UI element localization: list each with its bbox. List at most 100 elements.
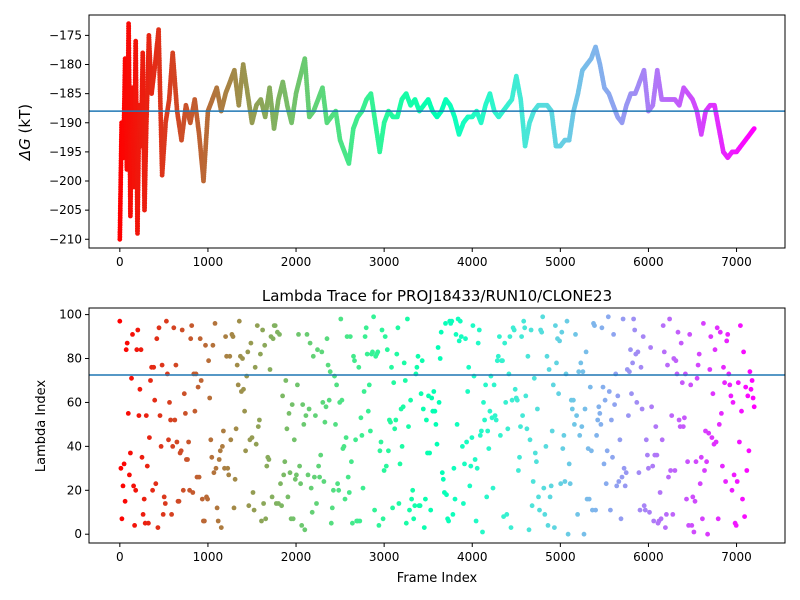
lambda-data-point (281, 472, 287, 478)
lambda-data-point (473, 518, 479, 524)
dg-y-tick-label: −205 (49, 203, 82, 217)
lambda-data-point (444, 492, 449, 498)
lambda-data-point (653, 424, 659, 429)
dg-y-tick-label: −175 (49, 28, 82, 42)
lambda-data-point (637, 507, 643, 513)
lambda-data-point (549, 428, 555, 434)
lambda-data-point (358, 415, 364, 421)
lambda-data-point (689, 523, 695, 528)
lambda-data-point (741, 349, 746, 355)
lambda-data-point (518, 424, 523, 429)
lambda-data-point (730, 400, 736, 405)
lambda-data-point (384, 347, 390, 353)
lambda-data-point (339, 397, 345, 403)
lambda-data-point (407, 507, 412, 513)
lambda-data-point (283, 378, 289, 383)
lambda-data-point (364, 351, 370, 357)
lambda-data-point (190, 490, 196, 495)
lambda-data-point (345, 474, 351, 480)
lambda-data-point (469, 435, 475, 440)
lambda-data-point (453, 332, 459, 337)
lambda-data-point (243, 448, 249, 454)
lambda-data-point (541, 485, 547, 491)
lambda-data-point (208, 437, 214, 443)
lambda-data-point (386, 448, 391, 454)
lambda-data-point (338, 316, 344, 322)
lambda-data-point (289, 402, 295, 407)
lambda-data-point (558, 481, 564, 487)
lambda-data-point (749, 378, 755, 383)
lambda-data-point (751, 404, 757, 410)
lambda-data-point (744, 468, 750, 473)
lambda-data-point (285, 494, 291, 500)
lambda-data-point (225, 465, 231, 471)
lambda-data-point (672, 468, 678, 473)
lambda-data-point (654, 452, 660, 458)
lambda-data-point (408, 397, 413, 403)
lambda-y-tick-label: 20 (67, 483, 82, 497)
lambda-data-point (320, 400, 326, 405)
lambda-data-point (155, 525, 161, 530)
lambda-data-point (576, 369, 582, 375)
lambda-scatter-points (117, 314, 757, 537)
lambda-data-point (313, 413, 318, 418)
lambda-data-point (561, 433, 567, 438)
lambda-data-point (295, 382, 300, 388)
lambda-data-point (556, 391, 561, 397)
lambda-data-point (550, 382, 556, 388)
lambda-data-point (626, 413, 631, 418)
lambda-data-point (536, 494, 541, 500)
lambda-data-point (564, 318, 570, 324)
lambda-data-point (623, 470, 629, 476)
lambda-data-point (119, 516, 125, 522)
lambda-data-point (571, 397, 576, 403)
dg-x-tick-label: 7000 (721, 255, 752, 269)
lambda-data-point (622, 483, 628, 489)
lambda-data-point (604, 448, 610, 454)
lambda-data-point (457, 318, 463, 324)
lambda-data-point (464, 439, 469, 445)
lambda-data-point (164, 318, 169, 324)
lambda-data-point (171, 325, 177, 331)
lambda-data-point (130, 332, 135, 337)
dg-scatter-points (117, 21, 757, 242)
lambda-data-point (192, 408, 198, 414)
lambda-data-point (451, 465, 457, 471)
lambda-data-point (461, 501, 466, 506)
lambda-data-point (223, 334, 229, 339)
dg-x-tick-label: 1000 (193, 255, 224, 269)
lambda-data-point (415, 353, 421, 359)
lambda-data-point (666, 474, 671, 480)
lambda-data-point (572, 422, 577, 427)
lambda-data-point (480, 529, 485, 535)
lambda-data-point (630, 360, 635, 366)
lambda-data-point (508, 525, 514, 530)
lambda-data-point (170, 444, 176, 449)
lambda-data-point (738, 323, 743, 328)
lambda-data-point (581, 531, 587, 537)
lambda-data-point (696, 351, 702, 357)
lambda-data-point (700, 516, 705, 522)
lambda-data-point (118, 465, 124, 471)
lambda-data-point (352, 358, 357, 364)
lambda-data-point (359, 433, 365, 438)
lambda-data-point (523, 393, 529, 399)
lambda-data-point (286, 411, 292, 416)
lambda-data-point (353, 437, 358, 443)
lambda-data-point (602, 397, 608, 403)
lambda-data-point (254, 323, 260, 328)
lambda-data-point (124, 340, 130, 346)
lambda-data-point (203, 342, 208, 348)
lambda-data-point (151, 364, 157, 370)
lambda-data-point (154, 336, 160, 342)
lambda-data-point (695, 362, 701, 368)
lambda-data-point (743, 384, 749, 390)
lambda-data-point (279, 503, 284, 509)
lambda-data-point (713, 439, 719, 445)
lambda-data-point (578, 360, 584, 366)
lambda-data-point (554, 360, 559, 366)
lambda-data-point (303, 413, 309, 418)
lambda-data-point (559, 329, 565, 335)
lambda-data-point (432, 408, 438, 414)
lambda-data-point (215, 518, 221, 524)
